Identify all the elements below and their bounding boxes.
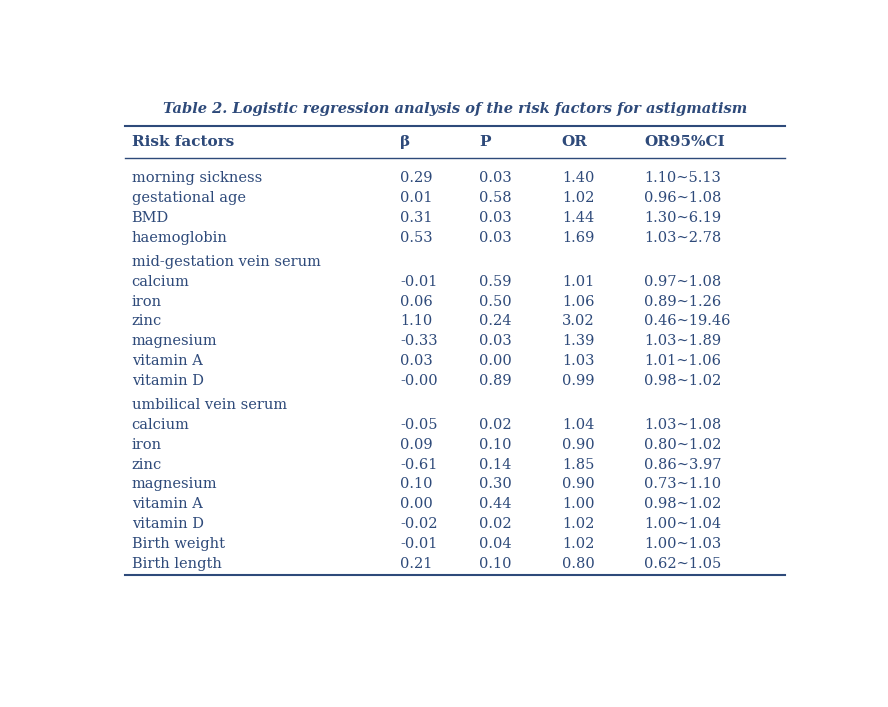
- Text: -0.61: -0.61: [400, 457, 438, 472]
- Text: -0.05: -0.05: [400, 418, 438, 432]
- Text: 0.03: 0.03: [480, 334, 512, 349]
- Text: 1.00∼1.03: 1.00∼1.03: [645, 537, 722, 551]
- Text: 0.89: 0.89: [480, 374, 511, 388]
- Text: 1.00: 1.00: [562, 497, 594, 511]
- Text: 1.40: 1.40: [562, 171, 594, 185]
- Text: 1.01: 1.01: [562, 274, 594, 288]
- Text: -0.01: -0.01: [400, 537, 438, 551]
- Text: vitamin A: vitamin A: [131, 497, 202, 511]
- Text: 0.98∼1.02: 0.98∼1.02: [645, 374, 722, 388]
- Text: 1.03∼2.78: 1.03∼2.78: [645, 230, 722, 245]
- Text: 0.00: 0.00: [480, 354, 512, 368]
- Text: 0.62∼1.05: 0.62∼1.05: [645, 557, 722, 571]
- Text: magnesium: magnesium: [131, 334, 218, 349]
- Text: 1.30∼6.19: 1.30∼6.19: [645, 211, 721, 225]
- Text: 0.86∼3.97: 0.86∼3.97: [645, 457, 722, 472]
- Text: 1.69: 1.69: [562, 230, 594, 245]
- Text: 1.44: 1.44: [562, 211, 594, 225]
- Text: iron: iron: [131, 295, 162, 308]
- Text: calcium: calcium: [131, 274, 189, 288]
- Text: haemoglobin: haemoglobin: [131, 230, 227, 245]
- Text: vitamin D: vitamin D: [131, 374, 203, 388]
- Text: vitamin A: vitamin A: [131, 354, 202, 368]
- Text: -0.33: -0.33: [400, 334, 438, 349]
- Text: 0.80∼1.02: 0.80∼1.02: [645, 438, 722, 452]
- Text: calcium: calcium: [131, 418, 189, 432]
- Text: 0.73∼1.10: 0.73∼1.10: [645, 477, 721, 491]
- Text: 1.85: 1.85: [562, 457, 594, 472]
- Text: Birth weight: Birth weight: [131, 537, 225, 551]
- Text: 0.03: 0.03: [480, 171, 512, 185]
- Text: 1.01∼1.06: 1.01∼1.06: [645, 354, 721, 368]
- Text: OR: OR: [562, 135, 588, 149]
- Text: 1.03∼1.08: 1.03∼1.08: [645, 418, 722, 432]
- Text: -0.00: -0.00: [400, 374, 438, 388]
- Text: 0.59: 0.59: [480, 274, 511, 288]
- Text: 1.02: 1.02: [562, 191, 594, 205]
- Text: 0.80: 0.80: [562, 557, 595, 571]
- Text: 0.14: 0.14: [480, 457, 511, 472]
- Text: β: β: [400, 135, 410, 149]
- Text: OR95%CI: OR95%CI: [645, 135, 725, 149]
- Text: 0.53: 0.53: [400, 230, 432, 245]
- Text: 1.00∼1.04: 1.00∼1.04: [645, 517, 721, 531]
- Text: 0.44: 0.44: [480, 497, 511, 511]
- Text: 0.97∼1.08: 0.97∼1.08: [645, 274, 722, 288]
- Text: magnesium: magnesium: [131, 477, 218, 491]
- Text: P: P: [480, 135, 491, 149]
- Text: 0.99: 0.99: [562, 374, 594, 388]
- Text: 0.46∼19.46: 0.46∼19.46: [645, 315, 731, 328]
- Text: 0.89∼1.26: 0.89∼1.26: [645, 295, 722, 308]
- Text: -0.02: -0.02: [400, 517, 438, 531]
- Text: 0.01: 0.01: [400, 191, 432, 205]
- Text: 1.06: 1.06: [562, 295, 594, 308]
- Text: 0.98∼1.02: 0.98∼1.02: [645, 497, 722, 511]
- Text: 1.03∼1.89: 1.03∼1.89: [645, 334, 721, 349]
- Text: 0.58: 0.58: [480, 191, 511, 205]
- Text: 0.90: 0.90: [562, 438, 594, 452]
- Text: 1.03: 1.03: [562, 354, 594, 368]
- Text: Risk factors: Risk factors: [131, 135, 234, 149]
- Text: 0.10: 0.10: [480, 557, 511, 571]
- Text: 1.04: 1.04: [562, 418, 594, 432]
- Text: 0.30: 0.30: [480, 477, 512, 491]
- Text: morning sickness: morning sickness: [131, 171, 262, 185]
- Text: umbilical vein serum: umbilical vein serum: [131, 398, 287, 412]
- Text: 0.24: 0.24: [480, 315, 511, 328]
- Text: 0.06: 0.06: [400, 295, 432, 308]
- Text: 0.10: 0.10: [480, 438, 511, 452]
- Text: 0.03: 0.03: [480, 230, 512, 245]
- Text: 1.39: 1.39: [562, 334, 594, 349]
- Text: -0.01: -0.01: [400, 274, 438, 288]
- Text: 0.04: 0.04: [480, 537, 511, 551]
- Text: 0.03: 0.03: [480, 211, 512, 225]
- Text: 0.90: 0.90: [562, 477, 594, 491]
- Text: BMD: BMD: [131, 211, 169, 225]
- Text: 1.02: 1.02: [562, 537, 594, 551]
- Text: 0.29: 0.29: [400, 171, 432, 185]
- Text: vitamin D: vitamin D: [131, 517, 203, 531]
- Text: 1.10∼5.13: 1.10∼5.13: [645, 171, 721, 185]
- Text: Birth length: Birth length: [131, 557, 221, 571]
- Text: 0.96∼1.08: 0.96∼1.08: [645, 191, 722, 205]
- Text: 1.10: 1.10: [400, 315, 432, 328]
- Text: 0.09: 0.09: [400, 438, 432, 452]
- Text: iron: iron: [131, 438, 162, 452]
- Text: 3.02: 3.02: [562, 315, 594, 328]
- Text: mid-gestation vein serum: mid-gestation vein serum: [131, 255, 321, 269]
- Text: 0.50: 0.50: [480, 295, 511, 308]
- Text: 0.02: 0.02: [480, 517, 511, 531]
- Text: 0.21: 0.21: [400, 557, 432, 571]
- Text: 0.03: 0.03: [400, 354, 432, 368]
- Text: zinc: zinc: [131, 457, 162, 472]
- Text: 1.02: 1.02: [562, 517, 594, 531]
- Text: gestational age: gestational age: [131, 191, 246, 205]
- Text: 0.02: 0.02: [480, 418, 511, 432]
- Text: zinc: zinc: [131, 315, 162, 328]
- Text: 0.10: 0.10: [400, 477, 432, 491]
- Text: 0.31: 0.31: [400, 211, 432, 225]
- Text: Table 2. Logistic regression analysis of the risk factors for astigmatism: Table 2. Logistic regression analysis of…: [163, 103, 747, 116]
- Text: 0.00: 0.00: [400, 497, 432, 511]
